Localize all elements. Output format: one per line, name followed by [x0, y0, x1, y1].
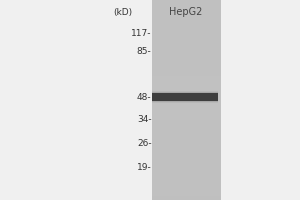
- Bar: [152, 0, 220, 200]
- Bar: [152, 160, 220, 163]
- Text: HepG2: HepG2: [169, 7, 202, 17]
- Bar: [152, 23, 220, 27]
- Bar: [152, 3, 220, 7]
- Bar: [152, 120, 220, 123]
- Bar: [152, 116, 220, 120]
- Bar: [152, 86, 220, 90]
- Bar: [152, 153, 220, 157]
- Bar: [152, 50, 220, 53]
- Bar: [152, 100, 220, 103]
- Bar: [152, 196, 220, 200]
- Text: 48-: 48-: [137, 92, 152, 102]
- Bar: [152, 46, 220, 50]
- Text: 34-: 34-: [137, 114, 152, 123]
- Bar: [152, 156, 220, 160]
- Bar: [152, 96, 220, 100]
- Bar: [152, 163, 220, 167]
- Bar: [152, 193, 220, 197]
- Bar: [152, 113, 220, 117]
- Bar: [152, 63, 220, 67]
- Bar: [152, 110, 220, 113]
- Bar: [152, 30, 220, 33]
- Bar: [152, 133, 220, 137]
- Bar: [152, 93, 218, 101]
- Bar: [152, 126, 220, 130]
- Bar: [152, 180, 220, 183]
- Bar: [152, 183, 220, 187]
- Bar: [152, 143, 220, 147]
- Bar: [152, 130, 220, 133]
- Bar: [152, 6, 220, 10]
- Bar: [152, 140, 220, 143]
- Bar: [152, 66, 220, 70]
- Bar: [152, 106, 220, 110]
- Bar: [152, 80, 220, 83]
- Bar: [152, 166, 220, 170]
- Bar: [152, 92, 218, 102]
- Bar: [152, 123, 220, 127]
- Bar: [152, 0, 220, 3]
- Bar: [152, 186, 220, 190]
- Bar: [152, 10, 220, 13]
- Bar: [152, 26, 220, 30]
- Bar: [152, 56, 220, 60]
- Bar: [152, 136, 220, 140]
- Bar: [152, 93, 220, 97]
- Bar: [152, 60, 220, 63]
- Bar: [152, 43, 220, 47]
- Bar: [152, 76, 220, 80]
- Bar: [152, 36, 220, 40]
- Bar: [152, 70, 220, 73]
- Bar: [152, 146, 220, 150]
- Bar: [152, 20, 220, 23]
- Bar: [152, 40, 220, 43]
- Bar: [152, 190, 220, 193]
- Bar: [152, 150, 220, 153]
- Text: (kD): (kD): [113, 8, 132, 18]
- Text: 117-: 117-: [131, 28, 152, 38]
- Bar: [152, 16, 220, 20]
- Bar: [152, 170, 220, 173]
- Bar: [152, 83, 220, 87]
- Bar: [152, 73, 220, 77]
- Bar: [152, 176, 220, 180]
- Bar: [152, 91, 218, 103]
- Bar: [152, 53, 220, 57]
- Text: 19-: 19-: [137, 162, 152, 171]
- Bar: [152, 33, 220, 37]
- Bar: [152, 13, 220, 17]
- Text: 26-: 26-: [137, 138, 152, 148]
- Bar: [152, 173, 220, 177]
- Bar: [152, 90, 220, 93]
- Bar: [152, 103, 220, 107]
- Text: 85-: 85-: [137, 46, 152, 55]
